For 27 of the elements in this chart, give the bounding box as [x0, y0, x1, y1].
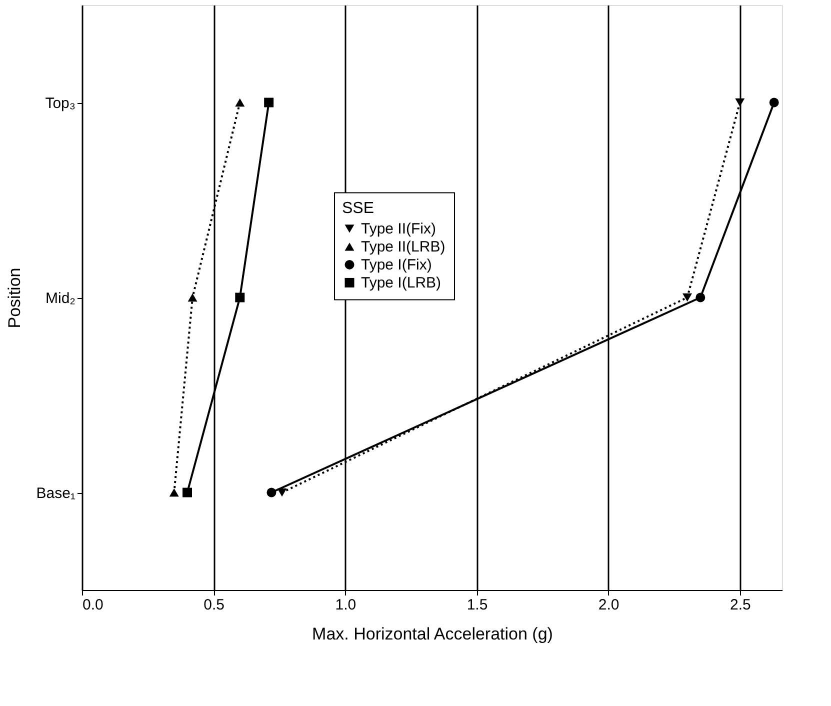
- x-tick-label: 0.0: [82, 596, 104, 614]
- legend-label: Type II(Fix): [361, 220, 436, 238]
- x-axis-title: Max. Horizontal Acceleration (g): [312, 624, 553, 644]
- x-tick-label: 2.5: [730, 596, 751, 614]
- legend-label: Type II(LRB): [361, 238, 446, 256]
- point: [235, 292, 245, 302]
- point: [182, 488, 192, 498]
- point: [266, 488, 276, 498]
- x-tick-label: 1.5: [466, 596, 488, 614]
- point: [169, 488, 179, 497]
- point: [235, 98, 245, 107]
- x-tick-label: 2.0: [598, 596, 620, 614]
- point: [682, 293, 692, 302]
- y-tick-label: Mid₂: [46, 290, 76, 307]
- point: [264, 98, 274, 108]
- point: [735, 98, 745, 107]
- point: [769, 98, 779, 108]
- y-tick-label: Top₃: [45, 95, 76, 112]
- y-axis-title: Position: [5, 268, 24, 328]
- y-tick-label: Base₁: [36, 485, 76, 502]
- legend-label: Type I(LRB): [361, 274, 442, 292]
- legend-label: Type I(Fix): [361, 256, 432, 274]
- point: [188, 293, 198, 302]
- legend-title: SSE: [342, 200, 374, 218]
- point: [696, 292, 706, 302]
- x-tick-label: 1.0: [335, 596, 356, 614]
- x-tick-label: 0.5: [204, 596, 225, 614]
